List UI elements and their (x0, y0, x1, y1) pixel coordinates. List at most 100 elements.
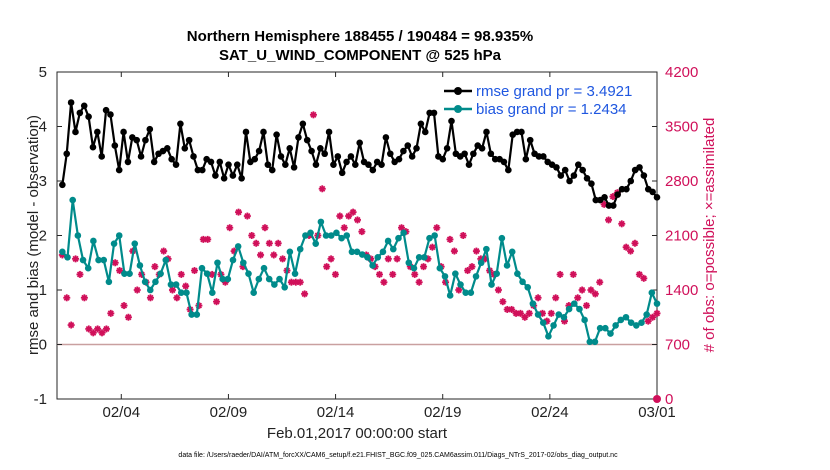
obs-marker (124, 313, 132, 321)
bias-point (369, 262, 376, 269)
bias-point (493, 270, 501, 277)
obs-marker-stroke (332, 271, 339, 278)
obs-marker (191, 267, 198, 275)
bias-point (152, 278, 159, 286)
y-tick-label: 3 (39, 173, 47, 190)
obs-marker-stroke (213, 298, 220, 305)
bias-point (441, 273, 449, 280)
bias-point (436, 264, 444, 272)
rmse-point (76, 109, 84, 117)
bias-point (364, 253, 371, 261)
obs-marker (177, 270, 185, 278)
obs-marker-stroke (226, 224, 233, 231)
rmse-point (518, 128, 525, 136)
obs-marker (380, 278, 388, 286)
bias-point (519, 278, 526, 286)
obs-marker (63, 294, 71, 302)
rmse-point (382, 134, 390, 141)
obs-marker-stroke (248, 232, 255, 239)
rmse-point (137, 153, 145, 160)
obs-marker-stroke (310, 111, 317, 118)
bias-point (219, 275, 226, 283)
bias-point (84, 264, 92, 272)
bias-point (281, 283, 289, 291)
obs-marker (327, 255, 335, 263)
obs-marker (547, 309, 555, 317)
obs-marker (468, 263, 476, 271)
rmse-point (439, 155, 447, 163)
obs-marker (309, 111, 317, 119)
obs-marker (525, 309, 533, 317)
rmse-point (242, 128, 250, 136)
obs-marker (587, 286, 595, 294)
rmse-point (343, 158, 350, 166)
rmse-point (207, 158, 215, 166)
obs-marker (459, 232, 467, 239)
rmse-point (133, 136, 140, 144)
obs-marker-stroke (583, 302, 590, 309)
bias-point (229, 256, 237, 264)
bias-point (524, 283, 532, 291)
bias-point (59, 248, 66, 256)
rmse-point (636, 164, 643, 171)
obs-marker-stroke (120, 302, 128, 309)
obs-marker (627, 247, 635, 255)
bias-point (74, 232, 82, 239)
rmse-point (588, 180, 595, 188)
bias-point (183, 289, 190, 297)
obs-marker-stroke (235, 209, 242, 216)
obs-marker (257, 251, 265, 259)
y-right-tick-label: 3500 (665, 119, 698, 136)
rmse-point (321, 150, 328, 158)
obs-marker (428, 243, 436, 251)
obs-marker (213, 298, 221, 306)
obs-marker (433, 224, 441, 232)
obs-marker (301, 290, 309, 298)
rmse-point (443, 145, 451, 152)
bias-point (209, 289, 216, 297)
obs-marker-stroke (592, 290, 599, 297)
obs-marker-stroke (552, 294, 559, 301)
obs-zero-marker (653, 395, 661, 403)
obs-marker-stroke (327, 255, 335, 262)
obs-marker-stroke (98, 329, 106, 336)
obs-marker-stroke (341, 224, 348, 231)
rmse-point (640, 172, 648, 179)
bias-point (415, 253, 423, 261)
obs-marker-stroke (336, 212, 343, 220)
obs-marker-stroke (125, 314, 132, 321)
y-right-tick-label: 0 (665, 391, 673, 408)
rmse-point (59, 181, 66, 189)
bias-point (307, 229, 314, 237)
obs-marker-stroke (574, 294, 581, 301)
rmse-point (579, 166, 586, 174)
rmse-point (369, 166, 377, 174)
obs-marker (644, 317, 652, 325)
rmse-point (487, 150, 495, 158)
obs-marker-stroke (385, 255, 392, 262)
x-tick-label: 02/19 (424, 404, 462, 421)
bias-point (643, 311, 650, 318)
obs-marker-stroke (601, 201, 608, 208)
x-tick-labels: 02/04 02/09 02/14 02/19 02/24 03/01 (103, 404, 676, 421)
obs-marker (318, 185, 326, 193)
obs-marker (102, 325, 110, 333)
bias-point (90, 237, 97, 245)
rmse-point (395, 155, 403, 163)
obs-marker (323, 263, 331, 271)
obs-marker (72, 255, 80, 263)
bias-point (255, 275, 263, 283)
obs-marker-stroke (645, 318, 652, 325)
obs-marker-stroke (349, 209, 357, 216)
rmse-point (102, 106, 110, 114)
obs-marker (384, 255, 392, 263)
bias-point (426, 234, 433, 242)
rmse-point (400, 147, 407, 155)
obs-marker (296, 278, 304, 286)
bias-point (358, 251, 366, 258)
rmse-point (347, 153, 355, 160)
rmse-point (430, 109, 438, 117)
obs-marker (116, 267, 124, 275)
bias-point (146, 286, 154, 294)
obs-marker-stroke (94, 325, 101, 333)
